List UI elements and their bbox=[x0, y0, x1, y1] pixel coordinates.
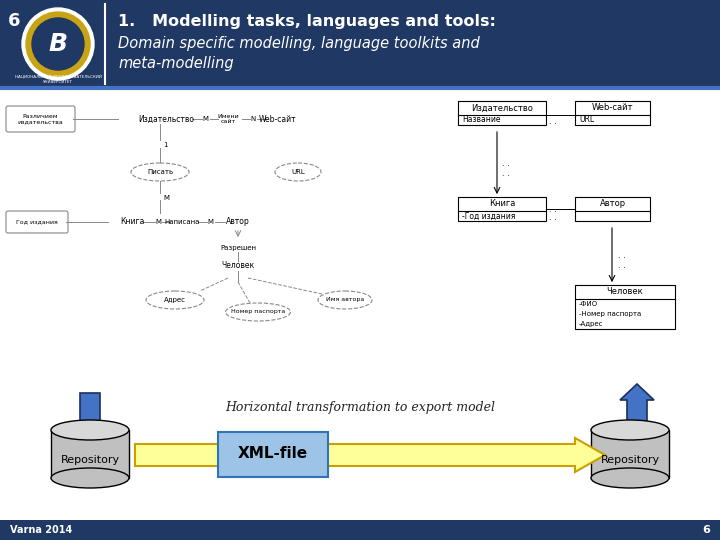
Text: 1.   Modelling tasks, languages and tools:: 1. Modelling tasks, languages and tools: bbox=[118, 14, 496, 29]
Text: -Номер паспорта: -Номер паспорта bbox=[579, 311, 642, 317]
Text: M: M bbox=[207, 219, 213, 225]
Text: Различием
издательства: Различием издательства bbox=[17, 113, 63, 124]
Text: Web-сайт: Web-сайт bbox=[592, 104, 634, 112]
Text: N: N bbox=[251, 116, 256, 122]
FancyBboxPatch shape bbox=[6, 211, 68, 233]
FancyBboxPatch shape bbox=[218, 432, 328, 477]
Text: Web-сайт: Web-сайт bbox=[259, 114, 297, 124]
Text: Книга: Книга bbox=[489, 199, 516, 208]
Text: Написана: Написана bbox=[164, 219, 199, 225]
Text: Название: Название bbox=[462, 116, 500, 125]
Circle shape bbox=[32, 18, 84, 70]
FancyBboxPatch shape bbox=[0, 520, 720, 540]
Ellipse shape bbox=[51, 420, 129, 440]
Circle shape bbox=[26, 12, 90, 76]
Text: Человек: Человек bbox=[607, 287, 644, 296]
Text: Domain specific modelling, language toolkits and: Domain specific modelling, language tool… bbox=[118, 36, 480, 51]
Text: meta-modelling: meta-modelling bbox=[118, 56, 233, 71]
Text: . .: . . bbox=[549, 110, 557, 118]
FancyBboxPatch shape bbox=[575, 285, 675, 329]
FancyArrow shape bbox=[620, 384, 654, 430]
Text: URL: URL bbox=[579, 116, 594, 125]
Text: 6: 6 bbox=[702, 525, 710, 535]
Text: Имя автора: Имя автора bbox=[326, 298, 364, 302]
Text: -Адрес: -Адрес bbox=[579, 321, 603, 327]
FancyArrow shape bbox=[73, 393, 107, 439]
FancyBboxPatch shape bbox=[0, 91, 720, 526]
Text: . .: . . bbox=[502, 159, 510, 167]
Text: Номер паспорта: Номер паспорта bbox=[231, 309, 285, 314]
Text: . .: . . bbox=[549, 205, 557, 213]
Text: Horizontal transformation to export model: Horizontal transformation to export mode… bbox=[225, 402, 495, 415]
FancyBboxPatch shape bbox=[575, 197, 650, 221]
Text: . .: . . bbox=[549, 213, 557, 221]
Text: Издательство: Издательство bbox=[471, 104, 533, 112]
FancyBboxPatch shape bbox=[6, 106, 75, 132]
Text: Адрес: Адрес bbox=[164, 297, 186, 303]
FancyBboxPatch shape bbox=[458, 101, 546, 125]
Text: . .: . . bbox=[618, 251, 626, 260]
Text: -Год издания: -Год издания bbox=[462, 212, 516, 220]
Text: XML-file: XML-file bbox=[238, 447, 308, 462]
Text: . .: . . bbox=[502, 168, 510, 178]
Text: Repository: Repository bbox=[600, 455, 660, 465]
FancyBboxPatch shape bbox=[0, 0, 720, 88]
Text: Repository: Repository bbox=[60, 455, 120, 465]
Text: 6: 6 bbox=[8, 12, 20, 30]
Text: 1: 1 bbox=[163, 142, 168, 148]
Text: URL: URL bbox=[291, 169, 305, 175]
Text: НАЦИОНАЛЬНЫЙ ИССЛЕДОВАТЕЛЬСКИЙ
УНИВЕРСИТЕТ: НАЦИОНАЛЬНЫЙ ИССЛЕДОВАТЕЛЬСКИЙ УНИВЕРСИТ… bbox=[14, 75, 102, 84]
Text: Год издания: Год издания bbox=[16, 219, 58, 225]
FancyArrow shape bbox=[135, 438, 605, 472]
Text: Писать: Писать bbox=[147, 169, 173, 175]
Text: M: M bbox=[155, 219, 161, 225]
Text: Издательство: Издательство bbox=[138, 114, 194, 124]
Text: M: M bbox=[202, 116, 208, 122]
Text: M: M bbox=[163, 195, 169, 201]
Text: Varna 2014: Varna 2014 bbox=[10, 525, 72, 535]
Text: Автор: Автор bbox=[226, 218, 250, 226]
FancyBboxPatch shape bbox=[51, 430, 129, 478]
Text: Человек: Человек bbox=[221, 261, 255, 271]
Text: . .: . . bbox=[549, 118, 557, 126]
Ellipse shape bbox=[51, 468, 129, 488]
FancyBboxPatch shape bbox=[575, 101, 650, 125]
Text: Имени
сайт: Имени сайт bbox=[217, 113, 239, 124]
Ellipse shape bbox=[591, 468, 669, 488]
Text: . .: . . bbox=[618, 260, 626, 269]
FancyBboxPatch shape bbox=[591, 430, 669, 478]
Text: Разрешен: Разрешен bbox=[220, 245, 256, 251]
FancyBboxPatch shape bbox=[458, 197, 546, 221]
Ellipse shape bbox=[591, 420, 669, 440]
Circle shape bbox=[22, 8, 94, 80]
Text: Автор: Автор bbox=[600, 199, 626, 208]
Text: B: B bbox=[48, 32, 68, 56]
Text: -ФИО: -ФИО bbox=[579, 301, 598, 307]
Text: Книга: Книга bbox=[120, 218, 145, 226]
